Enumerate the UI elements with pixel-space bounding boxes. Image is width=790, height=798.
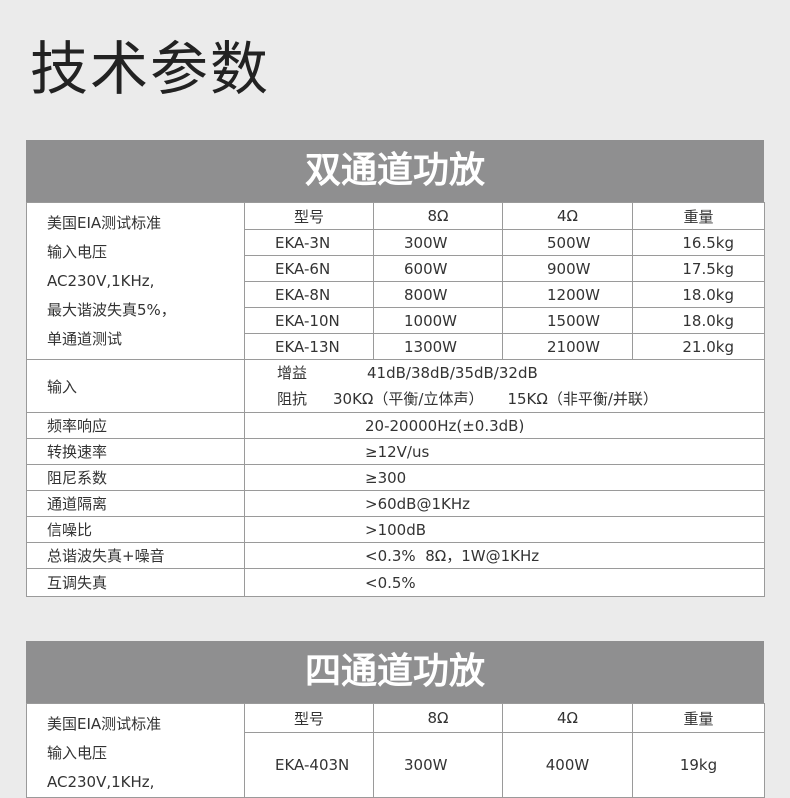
table-cell: >60dB@1KHz (244, 490, 765, 517)
table-cell: EKA-10N (244, 307, 374, 334)
table-cell: EKA-6N (244, 255, 374, 282)
table-cell: 800W (373, 281, 503, 308)
input-row: 输入 增益 41dB/38dB/35dB/32dB 阻抗 30KΩ（平衡/立体声） 1… (26, 359, 765, 413)
table-row: EKA-10N 1000W 1500W 18.0kg (27, 307, 765, 334)
quad-channel-table: 美国EIA测试标准 输入电压 AC230V,1KHz, 型号 8Ω 4Ω 重量 EK… (26, 702, 765, 798)
spec-row: 转换速率 ≥12V/us (26, 438, 765, 465)
table-cell: 通道隔离 (26, 490, 245, 517)
table-cell: EKA-403N (244, 732, 374, 798)
table-cell: 总谐波失真+噪音 (26, 542, 245, 569)
page-title: 技术参数 (30, 35, 271, 103)
table-cell: EKA-13N (244, 333, 374, 360)
col-header: 4Ω (502, 202, 633, 230)
quad-channel-heading: 四通道功放 (26, 641, 764, 703)
dual-channel-heading: 双通道功放 (26, 140, 764, 202)
table-cell: EKA-3N (244, 229, 374, 256)
spec-row: 频率响应 20-20000Hz(±0.3dB) (26, 412, 765, 439)
table-row: EKA-13N 1300W 2100W 21.0kg (27, 333, 765, 360)
table-cell: 阻尼系数 (26, 464, 245, 491)
test-conditions: 美国EIA测试标准 输入电压 AC230V,1KHz, 最大谐波失真5%， 单通道测试 (26, 202, 245, 360)
table-cell: ≥300 (244, 464, 765, 491)
col-header: 重量 (632, 202, 765, 230)
table-row: 美国EIA测试标准 输入电压 AC230V,1KHz, 最大谐波失真5%， 单通道测试 … (26, 202, 765, 360)
table-cell: 18.0kg (632, 307, 765, 334)
table-cell: 16.5kg (632, 229, 765, 256)
spec-row: 信噪比 >100dB (26, 516, 765, 543)
table-cell: 频率响应 (26, 412, 245, 439)
table-cell: >100dB (244, 516, 765, 543)
table-cell: 20-20000Hz(±0.3dB) (244, 412, 765, 439)
table-row: 美国EIA测试标准 输入电压 AC230V,1KHz, 型号 8Ω 4Ω 重量 (26, 702, 765, 798)
table-cell: 600W (373, 255, 503, 282)
spec-row: 总谐波失真+噪音 <0.3% 8Ω，1W@1KHz (26, 542, 765, 569)
col-header: 4Ω (502, 702, 633, 734)
table-cell: 信噪比 (26, 516, 245, 543)
table-cell: 21.0kg (632, 333, 765, 360)
table-cell: <0.3% 8Ω，1W@1KHz (244, 542, 765, 569)
table-cell: 1000W (373, 307, 503, 334)
table-row: EKA-8N 800W 1200W 18.0kg (27, 281, 765, 308)
table-cell: 300W (373, 229, 503, 256)
table-cell: 互调失真 (26, 568, 245, 597)
spec-row: 阻尼系数 ≥300 (26, 464, 765, 491)
table-cell: 19kg (632, 732, 765, 798)
table-cell: 900W (502, 255, 633, 282)
table-row: EKA-403N 300W 400W 19kg (27, 732, 765, 798)
spec-row: 通道隔离 >60dB@1KHz (26, 490, 765, 517)
spec-row: 互调失真 <0.5% (26, 568, 765, 597)
col-header: 重量 (632, 702, 765, 734)
table-cell: <0.5% (244, 568, 765, 597)
table-cell: EKA-8N (244, 281, 374, 308)
col-header: 8Ω (373, 702, 503, 734)
col-header: 型号 (244, 202, 374, 230)
col-header: 8Ω (373, 202, 503, 230)
table-cell: 2100W (502, 333, 633, 360)
table-cell: 18.0kg (632, 281, 765, 308)
table-cell: 1200W (502, 281, 633, 308)
table-row: EKA-3N 300W 500W 16.5kg (27, 229, 765, 256)
col-header: 型号 (244, 702, 374, 734)
table-cell: 转换速率 (26, 438, 245, 465)
table-cell: 输入 (26, 359, 245, 413)
table-cell: 增益 41dB/38dB/35dB/32dB 阻抗 30KΩ（平衡/立体声） 15KΩ… (244, 359, 765, 413)
table-cell: 1300W (373, 333, 503, 360)
table-cell: ≥12V/us (244, 438, 765, 465)
table-cell: 300W (373, 732, 503, 798)
table-cell: 500W (502, 229, 633, 256)
table-cell: 17.5kg (632, 255, 765, 282)
table-cell: 1500W (502, 307, 633, 334)
dual-channel-table: 美国EIA测试标准 输入电压 AC230V,1KHz, 最大谐波失真5%， 单通道测试 … (26, 202, 765, 597)
test-conditions: 美国EIA测试标准 输入电压 AC230V,1KHz, (26, 703, 245, 798)
table-row: EKA-6N 600W 900W 17.5kg (27, 255, 765, 282)
table-cell: 400W (502, 732, 633, 798)
